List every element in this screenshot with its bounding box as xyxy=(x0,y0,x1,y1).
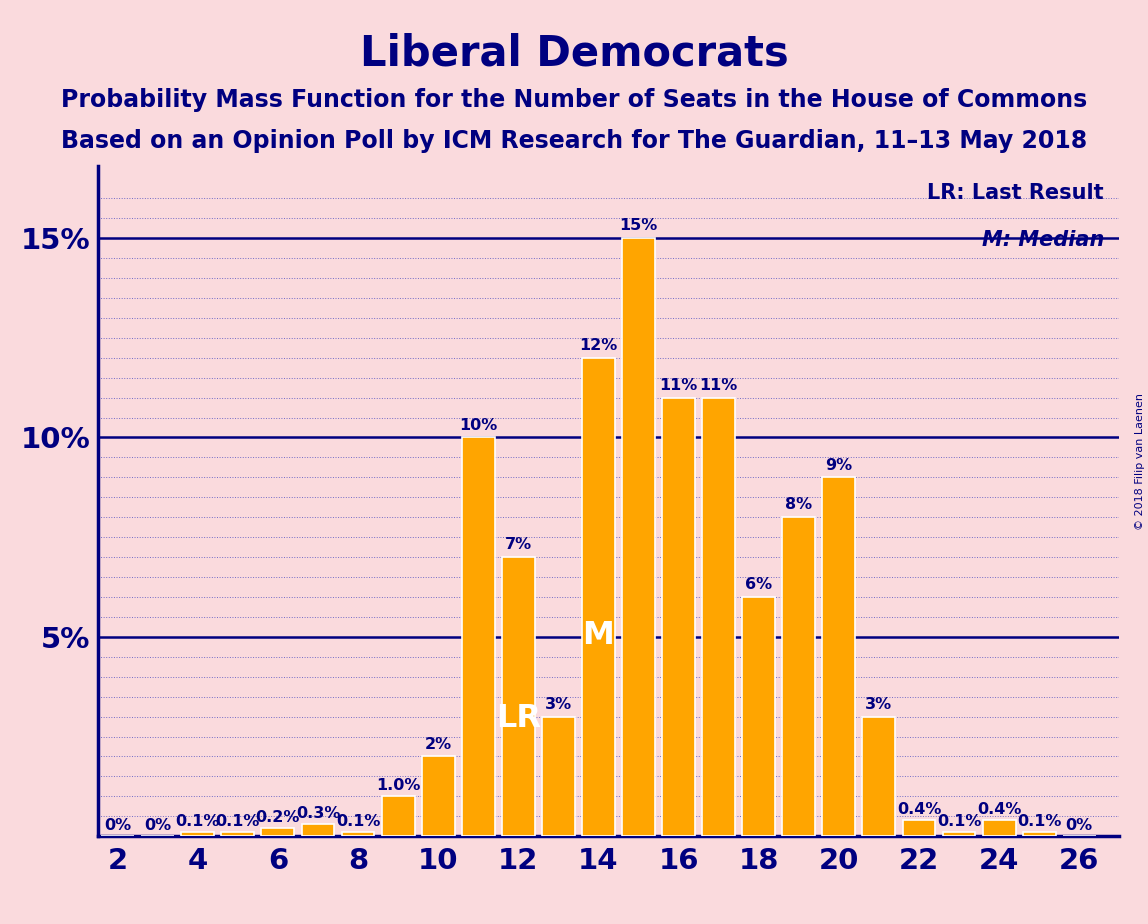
Text: 11%: 11% xyxy=(659,378,698,393)
Text: 0.1%: 0.1% xyxy=(216,814,259,829)
Text: 12%: 12% xyxy=(580,338,618,353)
Bar xyxy=(822,478,855,836)
Bar xyxy=(983,821,1016,836)
Bar xyxy=(1023,833,1056,836)
Bar xyxy=(342,833,374,836)
Text: 10%: 10% xyxy=(459,418,497,432)
Bar xyxy=(461,437,495,836)
Text: M: M xyxy=(582,620,614,650)
Text: 0%: 0% xyxy=(1065,818,1093,833)
Text: 3%: 3% xyxy=(866,697,892,711)
Text: 0.2%: 0.2% xyxy=(256,810,300,825)
Text: Liberal Democrats: Liberal Democrats xyxy=(359,32,789,74)
Bar xyxy=(262,828,294,836)
Text: 0.1%: 0.1% xyxy=(336,814,380,829)
Text: Probability Mass Function for the Number of Seats in the House of Commons: Probability Mass Function for the Number… xyxy=(61,88,1087,112)
Text: 0%: 0% xyxy=(104,818,131,833)
Text: 11%: 11% xyxy=(699,378,738,393)
Bar xyxy=(582,358,615,836)
Text: 15%: 15% xyxy=(620,218,658,234)
Text: LR: LR xyxy=(496,703,541,735)
Text: 6%: 6% xyxy=(745,578,773,592)
Text: 7%: 7% xyxy=(505,538,532,553)
Text: 8%: 8% xyxy=(785,497,813,513)
Bar xyxy=(703,397,735,836)
Text: 9%: 9% xyxy=(825,457,853,472)
Text: 0.1%: 0.1% xyxy=(176,814,220,829)
Text: © 2018 Filip van Laenen: © 2018 Filip van Laenen xyxy=(1135,394,1145,530)
Bar xyxy=(302,824,334,836)
Text: 1.0%: 1.0% xyxy=(375,778,420,793)
Bar xyxy=(421,757,455,836)
Text: 0.4%: 0.4% xyxy=(977,802,1022,817)
Text: 0%: 0% xyxy=(145,818,171,833)
Bar xyxy=(622,238,654,836)
Text: 3%: 3% xyxy=(545,697,572,711)
Bar xyxy=(782,517,815,836)
Text: 0.1%: 0.1% xyxy=(937,814,982,829)
Bar xyxy=(743,597,775,836)
Bar xyxy=(943,833,976,836)
Text: M: Median: M: Median xyxy=(982,230,1104,250)
Bar xyxy=(222,833,254,836)
Text: LR: Last Result: LR: Last Result xyxy=(928,183,1104,203)
Bar xyxy=(662,397,695,836)
Bar xyxy=(181,833,215,836)
Bar xyxy=(502,557,535,836)
Text: Based on an Opinion Poll by ICM Research for The Guardian, 11–13 May 2018: Based on an Opinion Poll by ICM Research… xyxy=(61,129,1087,153)
Bar xyxy=(862,717,895,836)
Bar xyxy=(542,717,575,836)
Text: 0.1%: 0.1% xyxy=(1017,814,1062,829)
Bar xyxy=(902,821,936,836)
Bar xyxy=(381,796,414,836)
Text: 2%: 2% xyxy=(425,736,451,752)
Text: 0.3%: 0.3% xyxy=(296,806,340,821)
Text: 0.4%: 0.4% xyxy=(897,802,941,817)
